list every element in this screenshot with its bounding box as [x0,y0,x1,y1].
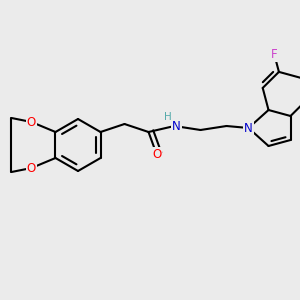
Text: O: O [27,161,36,175]
Text: F: F [271,48,278,61]
Text: O: O [152,148,161,160]
Text: N: N [172,119,181,133]
Text: N: N [244,122,253,134]
Text: O: O [27,116,36,128]
Text: H: H [164,112,171,122]
